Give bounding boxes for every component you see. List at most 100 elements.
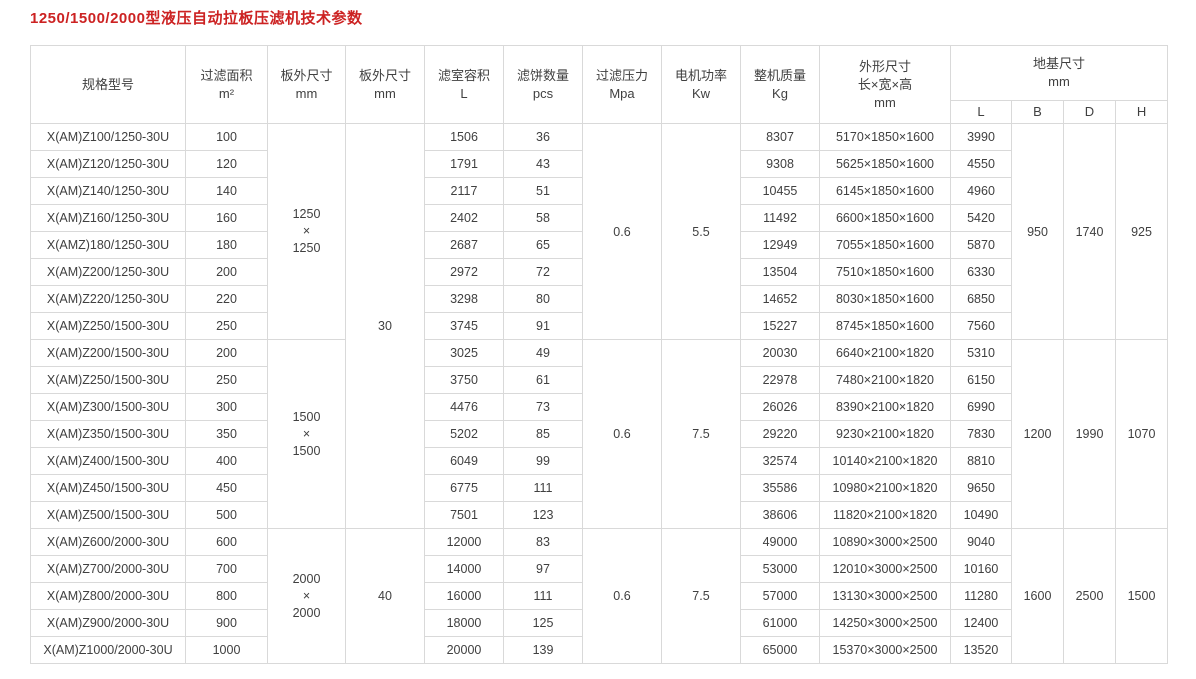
table-row: X(AM)Z220/1250-30U 220 3298 80 14652 8030×185… xyxy=(30,285,1168,313)
model-cell: X(AM)Z350/1500-30U xyxy=(30,420,186,448)
model-cell: X(AM)Z900/2000-30U xyxy=(30,609,186,637)
model-cell: X(AM)Z160/1250-30U xyxy=(30,204,186,232)
pressure-cell: 0.6 xyxy=(582,528,662,664)
table-row: X(AM)Z250/1500-30U 250 3750 61 22978 7480×210… xyxy=(30,366,1168,394)
dimensions-cell: 7055×1850×1600 xyxy=(819,231,951,259)
foundation-d-cell: 1740 xyxy=(1063,123,1116,340)
cake-count-cell: 111 xyxy=(503,474,583,502)
plate-size-cell: 2000 × 2000 xyxy=(267,528,346,664)
weight-cell: 8307 xyxy=(740,123,820,151)
weight-cell: 14652 xyxy=(740,285,820,313)
weight-cell: 11492 xyxy=(740,204,820,232)
filter-area-cell: 300 xyxy=(185,393,268,421)
chamber-volume-cell: 12000 xyxy=(424,528,504,556)
plate-thickness-cell: 40 xyxy=(345,528,425,664)
chamber-volume-cell: 3298 xyxy=(424,285,504,313)
model-cell: X(AM)Z450/1500-30U xyxy=(30,474,186,502)
model-cell: X(AM)Z700/2000-30U xyxy=(30,555,186,583)
weight-cell: 20030 xyxy=(740,339,820,367)
chamber-volume-cell: 3025 xyxy=(424,339,504,367)
weight-cell: 32574 xyxy=(740,447,820,475)
filter-area-cell: 120 xyxy=(185,150,268,178)
foundation-b-cell: 1600 xyxy=(1011,528,1064,664)
foundation-d-cell: 2500 xyxy=(1063,528,1116,664)
foundation-d-cell: 1990 xyxy=(1063,339,1116,529)
foundation-l-cell: 10160 xyxy=(950,555,1012,583)
table-row: X(AM)Z300/1500-30U 300 4476 73 26026 8390×210… xyxy=(30,393,1168,421)
col-header-cake-count: 滤饼数量 pcs xyxy=(503,45,583,124)
filter-area-cell: 200 xyxy=(185,339,268,367)
filter-area-cell: 600 xyxy=(185,528,268,556)
model-cell: X(AM)Z100/1250-30U xyxy=(30,123,186,151)
plate-thickness-cell: 30 xyxy=(345,123,425,529)
filter-area-cell: 700 xyxy=(185,555,268,583)
dimensions-cell: 11820×2100×1820 xyxy=(819,501,951,529)
foundation-l-cell: 6850 xyxy=(950,285,1012,313)
chamber-volume-cell: 1506 xyxy=(424,123,504,151)
model-cell: X(AM)Z800/2000-30U xyxy=(30,582,186,610)
plate-size-cell: 1250 × 1250 xyxy=(267,123,346,340)
cake-count-cell: 51 xyxy=(503,177,583,205)
chamber-volume-cell: 6049 xyxy=(424,447,504,475)
weight-cell: 10455 xyxy=(740,177,820,205)
chamber-volume-cell: 3750 xyxy=(424,366,504,394)
cake-count-cell: 125 xyxy=(503,609,583,637)
dimensions-cell: 7510×1850×1600 xyxy=(819,258,951,286)
model-cell: X(AM)Z1000/2000-30U xyxy=(30,636,186,664)
foundation-l-cell: 6990 xyxy=(950,393,1012,421)
filter-area-cell: 250 xyxy=(185,366,268,394)
table-row: X(AM)Z600/2000-30U 600 2000 × 2000 40 12000 8… xyxy=(30,528,1169,664)
foundation-l-cell: 8810 xyxy=(950,447,1012,475)
foundation-l-cell: 5870 xyxy=(950,231,1012,259)
weight-cell: 15227 xyxy=(740,312,820,340)
weight-cell: 22978 xyxy=(740,366,820,394)
model-cell: X(AMZ)180/1250-30U xyxy=(30,231,186,259)
table-row: X(AM)Z140/1250-30U 140 2117 51 10455 6145×185… xyxy=(30,177,1168,205)
weight-cell: 49000 xyxy=(740,528,820,556)
cake-count-cell: 97 xyxy=(503,555,583,583)
chamber-volume-cell: 4476 xyxy=(424,393,504,421)
model-cell: X(AM)Z400/1500-30U xyxy=(30,447,186,475)
table-row: X(AM)Z900/2000-30U 900 18000 125 61000 14250×… xyxy=(30,609,1168,637)
foundation-l-cell: 7830 xyxy=(950,420,1012,448)
cake-count-cell: 72 xyxy=(503,258,583,286)
col-header-plate-size: 板外尺寸 mm xyxy=(267,45,346,124)
col-header-chamber-volume: 滤室容积 L xyxy=(424,45,504,124)
table-row: X(AM)Z400/1500-30U 400 6049 99 32574 10140×21… xyxy=(30,447,1168,475)
weight-cell: 53000 xyxy=(740,555,820,583)
dimensions-cell: 5170×1850×1600 xyxy=(819,123,951,151)
weight-cell: 29220 xyxy=(740,420,820,448)
chamber-volume-cell: 2687 xyxy=(424,231,504,259)
cake-count-cell: 49 xyxy=(503,339,583,367)
chamber-volume-cell: 14000 xyxy=(424,555,504,583)
col-header-model: 规格型号 xyxy=(30,45,186,124)
filter-area-cell: 250 xyxy=(185,312,268,340)
col-header-plate-size-2: 板外尺寸 mm xyxy=(345,45,425,124)
weight-cell: 38606 xyxy=(740,501,820,529)
cake-count-cell: 139 xyxy=(503,636,583,664)
foundation-l-cell: 7560 xyxy=(950,312,1012,340)
foundation-b-cell: 1200 xyxy=(1011,339,1064,529)
foundation-l-cell: 4550 xyxy=(950,150,1012,178)
dimensions-cell: 8745×1850×1600 xyxy=(819,312,951,340)
col-header-motor-power: 电机功率 Kw xyxy=(661,45,741,124)
specs-table: 规格型号 过滤面积 m² 板外尺寸 mm 板外尺寸 mm 滤室容积 L 滤饼数量… xyxy=(30,45,1169,664)
filter-area-cell: 1000 xyxy=(185,636,268,664)
model-cell: X(AM)Z140/1250-30U xyxy=(30,177,186,205)
foundation-l-cell: 9650 xyxy=(950,474,1012,502)
filter-area-cell: 500 xyxy=(185,501,268,529)
pressure-cell: 0.6 xyxy=(582,339,662,529)
dimensions-cell: 13130×3000×2500 xyxy=(819,582,951,610)
foundation-l-cell: 3990 xyxy=(950,123,1012,151)
foundation-l-cell: 13520 xyxy=(950,636,1012,664)
model-cell: X(AM)Z600/2000-30U xyxy=(30,528,186,556)
dimensions-cell: 5625×1850×1600 xyxy=(819,150,951,178)
model-cell: X(AM)Z250/1500-30U xyxy=(30,366,186,394)
chamber-volume-cell: 7501 xyxy=(424,501,504,529)
foundation-l-cell: 6330 xyxy=(950,258,1012,286)
table-row: X(AM)Z200/1500-30U 200 1500 × 1500 3025 49 0.… xyxy=(30,339,1169,529)
filter-area-cell: 160 xyxy=(185,204,268,232)
dimensions-cell: 10980×2100×1820 xyxy=(819,474,951,502)
weight-cell: 12949 xyxy=(740,231,820,259)
table-row: X(AMZ)180/1250-30U 180 2687 65 12949 7055×185… xyxy=(30,231,1168,259)
